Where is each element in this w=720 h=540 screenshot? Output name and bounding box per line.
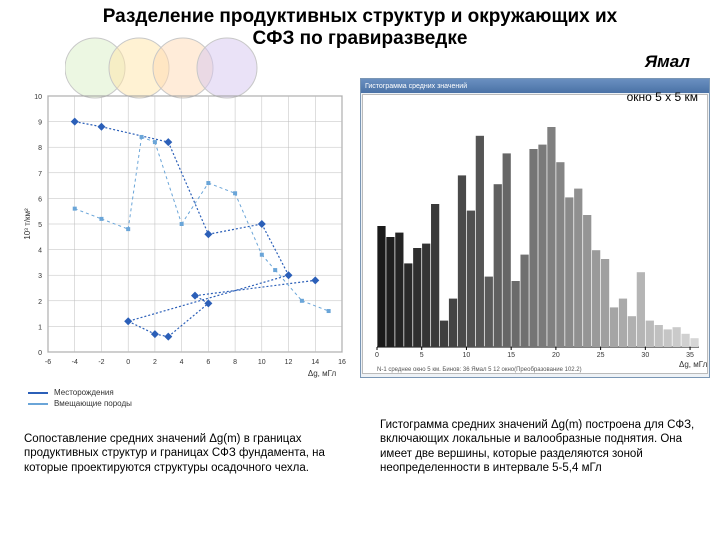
svg-text:20: 20 [552, 352, 560, 359]
svg-text:0: 0 [38, 350, 42, 357]
title-line-1: Разделение продуктивных структур и окруж… [103, 6, 618, 27]
svg-text:Δg, мГл: Δg, мГл [679, 360, 708, 369]
histogram-label: окно 5 х 5 км [627, 90, 698, 104]
caption-left: Сопоставление средних значений Δg(m) в г… [24, 432, 344, 475]
svg-text:25: 25 [597, 352, 605, 359]
svg-text:4: 4 [38, 248, 42, 255]
svg-text:-4: -4 [72, 359, 78, 366]
caption-right: Гистограмма средних значений Δg(m) постр… [380, 418, 700, 476]
svg-text:7: 7 [38, 171, 42, 178]
histogram-panel: 0 5 10 15 20 25 30 35Δg, мГл N-1 среднее окно 5 … [362, 94, 708, 374]
svg-text:10: 10 [34, 94, 42, 101]
page-title: Разделение продуктивных структур и окруж… [0, 6, 720, 50]
svg-text:16: 16 [338, 359, 346, 366]
region-subtitle: Ямал [645, 52, 690, 72]
scatter-chart: -6-4-20246810121416012345678910Δg, мГл10… [18, 90, 348, 380]
svg-text:4: 4 [180, 359, 184, 366]
svg-text:5: 5 [420, 352, 424, 359]
svg-text:30: 30 [641, 352, 649, 359]
histogram-window: Гистограмма средних значений 0 5 10 15 20 25 3… [360, 78, 710, 378]
svg-text:6: 6 [38, 196, 42, 203]
svg-text:0: 0 [375, 352, 379, 359]
svg-text:-2: -2 [98, 359, 104, 366]
svg-text:15: 15 [507, 352, 515, 359]
svg-text:10³ т/км²: 10³ т/км² [23, 208, 32, 240]
svg-text:10: 10 [258, 359, 266, 366]
histogram-window-title: Гистограмма средних значений [365, 83, 467, 90]
svg-text:8: 8 [38, 145, 42, 152]
svg-text:9: 9 [38, 120, 42, 127]
svg-text:8: 8 [233, 359, 237, 366]
svg-text:14: 14 [311, 359, 319, 366]
title-line-2: СФЗ по гравиразведке [253, 28, 468, 49]
svg-text:5: 5 [38, 222, 42, 229]
svg-text:35: 35 [686, 352, 694, 359]
svg-text:10: 10 [463, 352, 471, 359]
svg-text:-6: -6 [45, 359, 51, 366]
svg-text:2: 2 [153, 359, 157, 366]
scatter-legend: МесторожденияВмещающие породы [28, 388, 228, 410]
svg-text:12: 12 [285, 359, 293, 366]
svg-text:6: 6 [206, 359, 210, 366]
svg-text:Δg, мГл: Δg, мГл [308, 369, 337, 378]
svg-text:N-1 среднее окно 5 км. Бинов:: N-1 среднее окно 5 км. Бинов: 36 Ямал 5 … [377, 367, 582, 373]
histogram-chart: 0 5 10 15 20 25 30 35Δg, мГл N-1 среднее окно 5 … [363, 95, 709, 373]
svg-text:2: 2 [38, 299, 42, 306]
svg-text:1: 1 [38, 324, 42, 331]
svg-text:3: 3 [38, 273, 42, 280]
svg-text:0: 0 [126, 359, 130, 366]
